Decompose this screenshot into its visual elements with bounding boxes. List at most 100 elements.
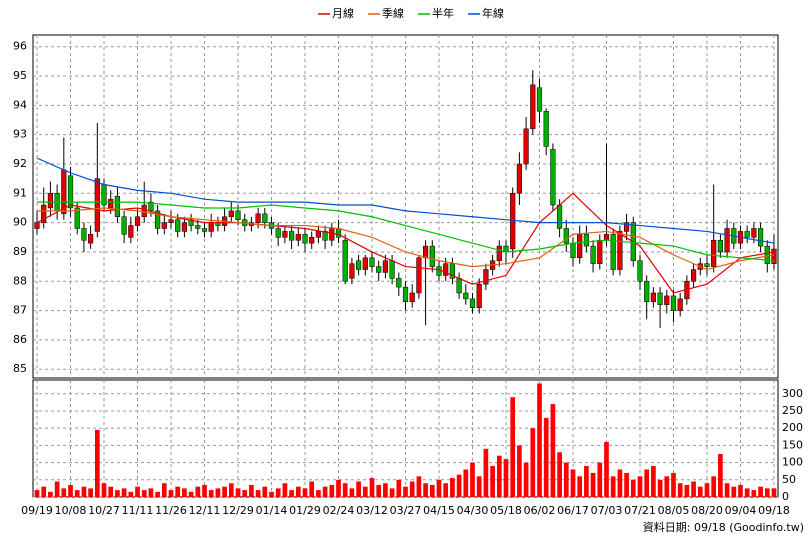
volume-bar: [108, 486, 114, 497]
volume-bar: [563, 462, 569, 497]
candle-body: [664, 295, 670, 305]
volume-bar: [215, 488, 221, 497]
candle-body: [376, 266, 382, 273]
volume-bar: [41, 486, 47, 497]
x-tick-label: 03/12: [356, 504, 388, 517]
ma-line: [37, 201, 775, 262]
y-tick-label: 91: [13, 186, 27, 199]
volume-bar: [450, 478, 455, 497]
volume-bar: [34, 490, 40, 497]
volume-bar: [121, 488, 127, 497]
volume-bar: [724, 483, 730, 497]
candle-body: [335, 228, 342, 238]
candle-body: [315, 231, 321, 238]
candle-body: [208, 222, 214, 232]
candle-body: [94, 178, 100, 232]
legend-label: 季線: [382, 6, 404, 20]
x-tick-label: 06/17: [557, 504, 589, 517]
volume-bar: [751, 490, 757, 497]
volume-bar: [617, 469, 623, 497]
candle-body: [382, 260, 388, 273]
legend-label: 月線: [332, 6, 354, 20]
volume-bar: [443, 483, 449, 497]
candle-body: [476, 283, 482, 308]
volume-bar: [188, 491, 194, 497]
y2-tick-label: 300: [782, 387, 803, 400]
volume-bar: [644, 469, 650, 497]
candle-body: [583, 234, 589, 247]
y2-tick-label: 150: [782, 438, 803, 451]
candle-body: [329, 228, 335, 241]
volume-bar: [389, 488, 395, 497]
candle-body: [550, 149, 556, 206]
candle-body: [556, 204, 563, 229]
volume-bar: [161, 483, 167, 497]
volume-bar: [128, 491, 134, 497]
volume-bar: [228, 483, 234, 497]
y-tick-label: 93: [13, 128, 27, 141]
candle-body: [228, 210, 234, 218]
volume-bar: [731, 486, 737, 497]
volume-bar: [336, 479, 341, 497]
volume-bar: [510, 397, 516, 497]
volume-bar: [269, 491, 274, 497]
volume-bar: [322, 486, 328, 497]
volume-bar: [68, 484, 73, 497]
volume-bar: [764, 488, 770, 497]
y2-tick-label: 50: [782, 473, 796, 486]
candle-body: [41, 204, 47, 223]
volume-bar: [651, 466, 656, 497]
volume-bar: [295, 486, 301, 497]
candle-body: [356, 260, 362, 270]
candle-body: [302, 234, 308, 244]
volume-bar: [182, 488, 187, 497]
candle-body: [396, 278, 402, 288]
candle-body: [175, 219, 181, 232]
volume-bar: [637, 476, 643, 497]
volume-bar: [704, 483, 710, 497]
x-tick-label: 11/11: [122, 504, 154, 517]
y2-tick-label: 0: [782, 490, 789, 503]
candle-body: [463, 292, 469, 300]
volume-bar: [168, 490, 174, 497]
volume-bar: [537, 383, 542, 497]
volume-bar: [476, 476, 482, 497]
candle-body: [262, 213, 268, 223]
candle-body: [496, 245, 502, 261]
candle-body: [610, 234, 616, 270]
volume-bar: [543, 417, 549, 497]
candle-body: [623, 222, 630, 232]
candle-body: [711, 239, 717, 267]
volume-bar: [744, 488, 750, 497]
x-tick-label: 08/05: [658, 504, 690, 517]
volume-bar: [771, 488, 777, 497]
candle-body: [342, 239, 348, 282]
volume-bar: [383, 483, 388, 497]
x-tick-label: 09/04: [725, 504, 757, 517]
volume-bar: [671, 472, 676, 497]
legend-label: 半年: [432, 6, 454, 20]
volume-bar: [74, 490, 80, 497]
candle-body: [289, 231, 295, 241]
y-tick-label: 92: [13, 157, 27, 170]
candle-body: [590, 245, 596, 264]
y2-tick-label: 250: [782, 404, 803, 417]
candle-body: [469, 298, 476, 308]
x-tick-label: 02/24: [323, 504, 355, 517]
candle-body: [362, 257, 368, 270]
volume-bar: [362, 486, 368, 497]
candle-body: [389, 260, 395, 279]
x-tick-label: 12/11: [189, 504, 221, 517]
y-tick-label: 94: [13, 98, 27, 111]
candle-body: [128, 225, 134, 238]
volume-bar: [349, 488, 355, 497]
volume-bar: [557, 452, 562, 497]
x-tick-label: 09/19: [21, 504, 53, 517]
candle-body: [657, 292, 663, 305]
candle-body: [530, 84, 536, 130]
y-tick-label: 95: [13, 69, 27, 82]
candle-body: [751, 228, 757, 238]
x-tick-label: 10/08: [55, 504, 87, 517]
candle-body: [74, 207, 80, 229]
